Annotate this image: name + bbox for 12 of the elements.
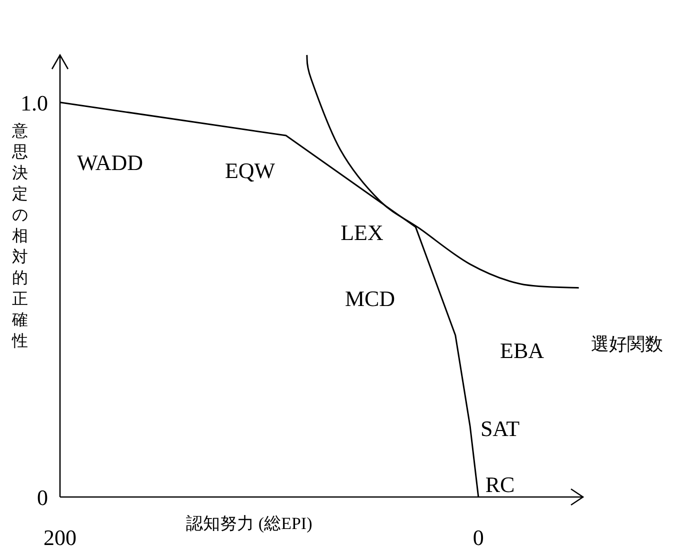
annotation: EBA (500, 338, 544, 363)
y-axis-title: 意思決定の相対的正確性 (12, 123, 28, 350)
x-tick-label: 200 (44, 525, 76, 550)
x-axis-title: 認知努力 (総EPI) (186, 514, 312, 533)
annotation: RC (485, 472, 515, 497)
annotation: SAT (480, 416, 520, 441)
y-tick-label: 1.0 (20, 90, 48, 116)
annotation: WADD (77, 150, 143, 175)
annotation: MCD (344, 286, 396, 311)
text: 選好関数 (590, 334, 663, 354)
annotation: LEX (340, 220, 384, 245)
annotation: EQW (224, 158, 276, 183)
